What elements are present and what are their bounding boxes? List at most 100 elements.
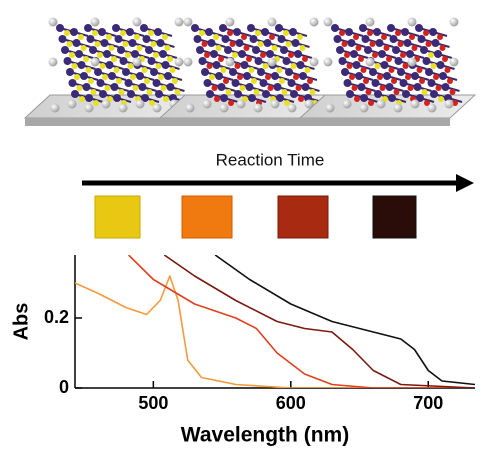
chalcogen-atom: [92, 30, 98, 36]
metal-atom: [142, 35, 151, 43]
plot: 500 600 700 0 0.2 Wavelength (nm) Abs: [10, 255, 475, 447]
chalcogen-atom: [295, 85, 302, 91]
surface-atom: [407, 57, 417, 67]
chalcogen-atom: [125, 52, 131, 58]
surface-atom: [304, 99, 314, 109]
chalcogen-atom: [298, 96, 304, 102]
chalcogen-atom: [279, 78, 285, 84]
chalcogen-atom: [439, 45, 446, 51]
metal-atom: [103, 50, 111, 58]
metal-atom: [117, 46, 125, 54]
chalcogen-atom: [251, 78, 257, 84]
chalcogen-atom: [372, 52, 378, 58]
metal-atom: [154, 28, 162, 36]
surface-atom: [359, 103, 369, 113]
chalcogen-atom: [134, 34, 140, 40]
surface-atom: [427, 103, 437, 113]
metal-atom: [94, 68, 102, 76]
chalcogen-atom: [232, 52, 238, 58]
chalcogen-atom: [285, 41, 292, 47]
chalcogen-atom: [83, 56, 89, 62]
metal-atom: [282, 57, 291, 65]
chalcogen-atom: [153, 52, 159, 58]
chalcogen-atom: [309, 89, 316, 95]
chalcogen-atom: [430, 63, 437, 69]
metal-atom: [388, 94, 396, 102]
metal-atom: [429, 28, 437, 36]
metal-atom: [331, 24, 339, 32]
metal-atom: [212, 61, 221, 69]
chalcogen-atom: [290, 63, 297, 69]
metal-atom: [114, 35, 123, 43]
chalcogen-atom: [360, 67, 367, 73]
surface-atom: [50, 103, 60, 113]
reaction-label: Reaction Time: [216, 150, 325, 169]
surface-atom: [135, 99, 145, 109]
chalcogen-atom: [267, 85, 274, 91]
metal-atom: [119, 57, 128, 65]
chalcogen-atom: [368, 100, 374, 106]
chalcogen-atom: [447, 78, 453, 84]
metal-atom: [287, 79, 296, 87]
metal-atom: [68, 79, 77, 87]
metal-atom: [71, 90, 79, 98]
chalcogen-atom: [97, 52, 103, 58]
chalcogen-atom: [106, 34, 112, 40]
chalcogen-atom: [393, 89, 400, 95]
metal-atom: [392, 46, 400, 54]
surface-atom: [48, 57, 58, 67]
surface-atom: [267, 57, 277, 67]
surface-atom: [152, 103, 162, 113]
chalcogen-atom: [397, 41, 404, 47]
metal-atom: [394, 57, 403, 65]
surface-atom: [376, 99, 386, 109]
metal-atom: [387, 24, 395, 32]
chalcogen-atom: [299, 45, 306, 51]
metal-atom: [127, 90, 135, 98]
chalcogen-atom: [141, 67, 148, 73]
chalcogen-atom: [248, 67, 255, 73]
chalcogen-atom: [148, 30, 154, 36]
chalcogen-atom: [227, 30, 233, 36]
metal-atom: [401, 28, 409, 36]
metal-atom: [296, 61, 305, 69]
chalcogen-atom: [102, 74, 108, 80]
chalcogen-atom: [444, 67, 451, 73]
surface-atom: [393, 103, 403, 113]
surface-atom: [185, 103, 195, 113]
chalcogen-atom: [365, 89, 372, 95]
metal-atom: [345, 28, 353, 36]
chalcogen-atom: [255, 30, 261, 36]
chalcogen-atom: [69, 52, 75, 58]
chalcogen-atom: [391, 78, 397, 84]
metal-atom: [343, 79, 352, 87]
chalcogen-atom: [223, 78, 229, 84]
chalcogen-atom: [419, 78, 425, 84]
surface-atom: [202, 99, 212, 109]
metal-atom: [352, 61, 361, 69]
metal-atom: [229, 68, 237, 76]
chalcogen-atom: [395, 30, 401, 36]
surface-atom: [253, 103, 263, 113]
chalcogen-atom: [381, 34, 387, 40]
metal-atom: [63, 57, 72, 65]
chalcogen-atom: [118, 89, 125, 95]
metal-atom: [294, 50, 302, 58]
metal-atom: [124, 79, 133, 87]
surface-atom: [365, 57, 375, 67]
metal-atom: [84, 24, 92, 32]
chalcogen-atom: [355, 45, 362, 51]
metal-atom: [369, 68, 377, 76]
metal-atom: [205, 28, 213, 36]
chalcogen-atom: [428, 52, 434, 58]
chalcogen-atom: [225, 89, 232, 95]
chalcogen-atom: [132, 85, 139, 91]
surface-atom: [365, 17, 375, 27]
metal-atom: [77, 61, 86, 69]
metal-atom: [231, 79, 240, 87]
chalcogen-atom: [424, 100, 430, 106]
metal-atom: [122, 68, 130, 76]
metal-atom: [198, 57, 207, 65]
metal-atom: [249, 35, 258, 43]
metal-atom: [383, 72, 391, 80]
